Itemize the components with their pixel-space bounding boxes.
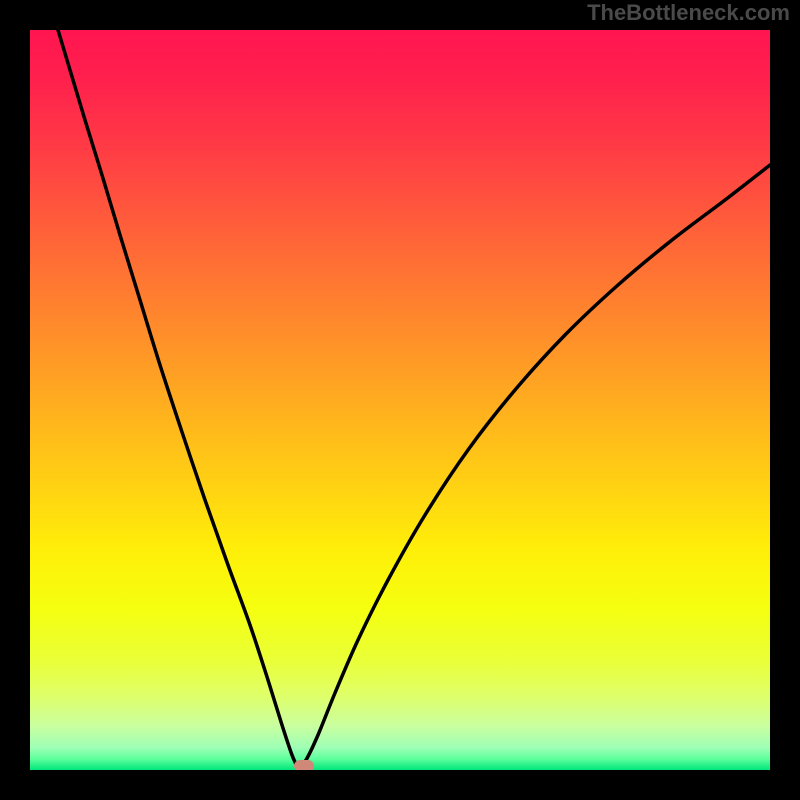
plot-background [30, 30, 770, 770]
attribution-label: TheBottleneck.com [587, 0, 790, 26]
bottleneck-chart [0, 0, 800, 800]
chart-container: TheBottleneck.com [0, 0, 800, 800]
